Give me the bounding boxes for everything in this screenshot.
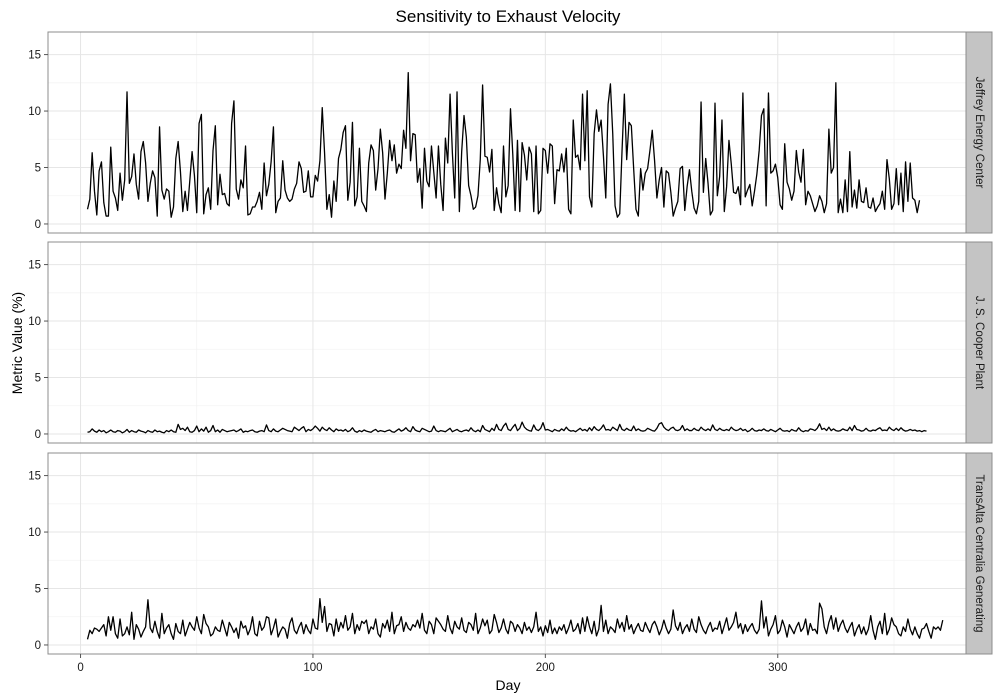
x-tick-label: 300 xyxy=(768,662,787,674)
y-tick-label: 0 xyxy=(35,429,41,441)
facet-strip-label: Jeffrey Energy Center xyxy=(973,77,985,189)
chart-title: Sensitivity to Exhaust Velocity xyxy=(396,7,621,26)
y-tick-label: 15 xyxy=(28,50,41,62)
series-line xyxy=(86,598,944,640)
facet-strip xyxy=(965,452,993,655)
y-tick-label: 10 xyxy=(28,106,41,118)
facet-panels: 0 5 10 15 Jeffrey Energy Center 0 5 10 15 J. S. C… xyxy=(28,31,993,655)
y-tick-label: 15 xyxy=(28,471,41,483)
panel-background xyxy=(48,453,966,654)
facet-panel-2: 0 5 10 15 TransAlta Centralia Generating xyxy=(28,452,993,655)
y-tick-label: 5 xyxy=(35,373,41,385)
y-tick-label: 5 xyxy=(35,584,41,596)
x-axis-title: Day xyxy=(496,677,521,693)
facet-panel-0: 0 5 10 15 Jeffrey Energy Center xyxy=(28,31,993,234)
facet-panel-1: 0 5 10 15 J. S. Cooper Plant xyxy=(28,241,993,444)
y-tick-label: 0 xyxy=(35,640,41,652)
y-tick-label: 0 xyxy=(35,219,41,231)
y-tick-label: 5 xyxy=(35,163,41,175)
series-line xyxy=(86,72,921,218)
x-tick-label: 0 xyxy=(77,662,83,674)
facet-strip xyxy=(965,241,993,444)
x-tick-label: 200 xyxy=(536,662,555,674)
y-axis-title: Metric Value (%) xyxy=(9,292,25,394)
facet-strip-label: J. S. Cooper Plant xyxy=(973,296,985,390)
x-tick-label: 100 xyxy=(303,662,322,674)
panel-background xyxy=(48,242,966,443)
panel-background xyxy=(48,32,966,233)
series-line xyxy=(87,421,927,434)
x-axis: 0 100 200 300 xyxy=(77,654,787,674)
y-tick-label: 15 xyxy=(28,260,41,272)
y-tick-label: 10 xyxy=(28,316,41,328)
facet-strip xyxy=(965,31,993,234)
facet-strip-label: TransAlta Centralia Generating xyxy=(973,474,985,632)
y-tick-label: 10 xyxy=(28,527,41,539)
